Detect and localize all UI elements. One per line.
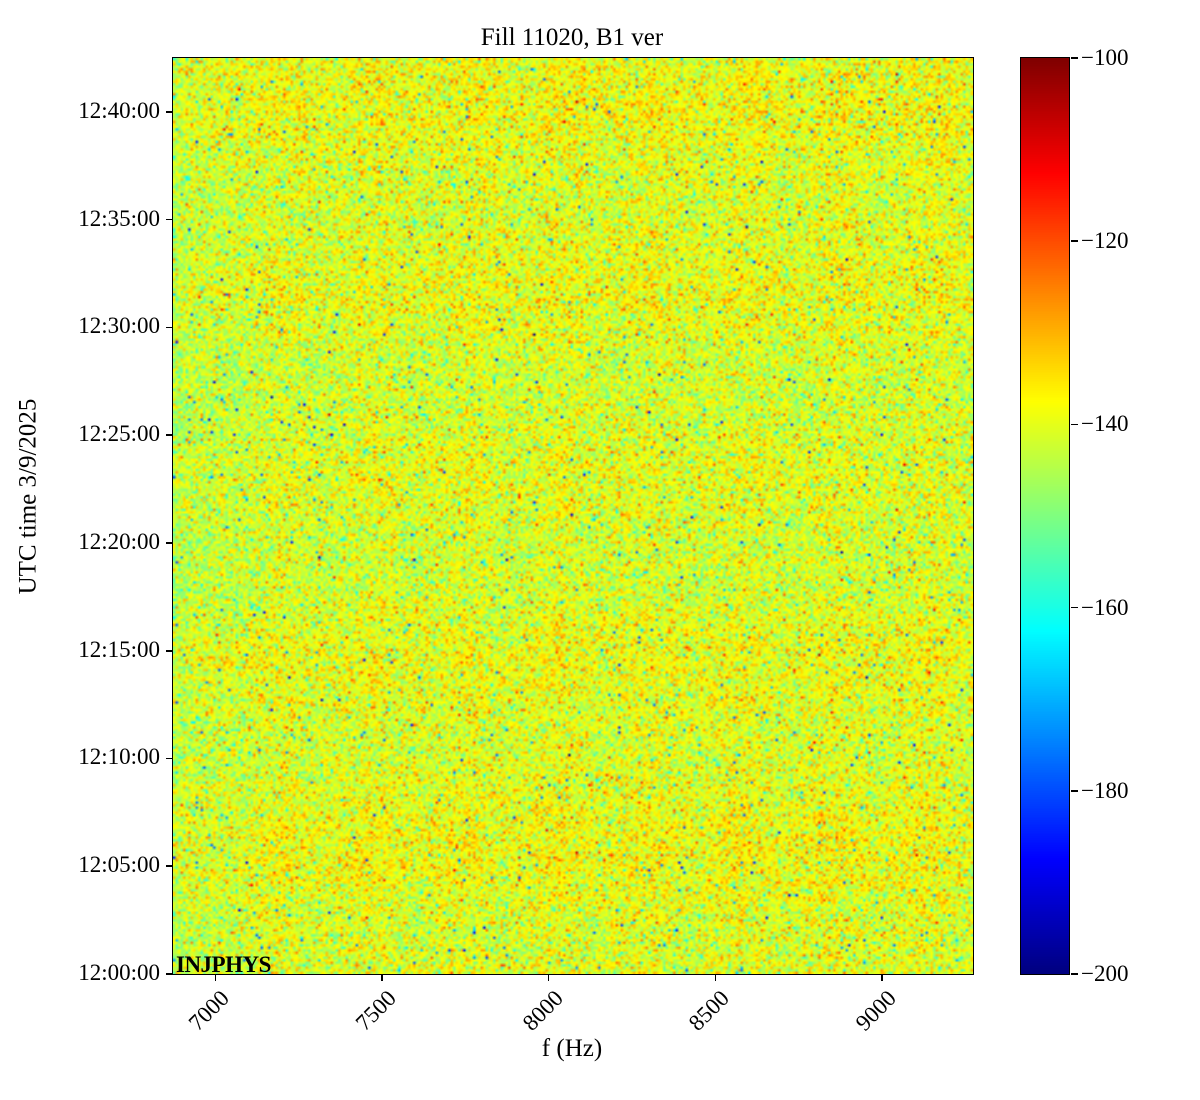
y-axis-tick-mark: [166, 757, 173, 760]
colorbar-tick-mark: [1070, 606, 1078, 609]
y-axis-tick-label: 12:05:00: [78, 852, 160, 878]
heatmap-image: [173, 58, 973, 974]
colorbar-tick-label: −120: [1081, 228, 1129, 254]
colorbar-tick-mark: [1070, 423, 1078, 426]
colorbar-tick-mark: [1070, 790, 1078, 792]
colorbar-gradient: [1021, 58, 1069, 974]
colorbar-tick-label: −160: [1081, 594, 1129, 620]
colorbar-tick-mark: [1070, 57, 1078, 59]
x-axis-tick-mark: [214, 974, 217, 981]
y-axis-tick-mark: [166, 434, 173, 436]
x-axis-label: f (Hz): [541, 1035, 603, 1062]
y-axis-tick-label: 12:20:00: [78, 528, 160, 554]
y-axis-tick-label: 12:25:00: [78, 421, 160, 447]
colorbar-tick-label: −140: [1081, 411, 1129, 437]
page-title: Fill 11020, B1 ver: [480, 24, 664, 51]
x-axis-tick-mark: [547, 974, 550, 981]
y-axis-tick-mark: [166, 865, 173, 868]
y-axis-tick-mark: [166, 542, 173, 544]
y-axis-ticks: 12:00:00 12:05:00 12:10:00 12:15:00 12:20:00…: [0, 0, 160, 1100]
x-axis-tick-mark: [881, 974, 883, 981]
y-axis-tick-label: 12:15:00: [78, 636, 160, 662]
y-axis-tick-mark: [166, 111, 173, 113]
x-axis-tick-mark: [714, 974, 717, 981]
y-axis-tick-label: 12:10:00: [78, 744, 160, 770]
y-axis-tick-mark: [166, 218, 173, 221]
y-axis-tick-label: 12:30:00: [78, 313, 160, 339]
y-axis-tick-label: 12:40:00: [78, 97, 160, 123]
y-axis-tick-label: 12:00:00: [78, 960, 160, 985]
colorbar-tick-label: −180: [1081, 777, 1129, 803]
y-axis-tick-label: 12:35:00: [78, 205, 160, 231]
y-axis-tick-mark: [166, 973, 173, 975]
colorbar-tick-mark: [1070, 240, 1078, 242]
y-axis-tick-mark: [166, 326, 173, 329]
heatmap-plot-area[interactable]: INJPHYS: [166, 57, 974, 977]
x-axis-tick-mark: [381, 974, 383, 981]
y-axis-tick-mark: [166, 649, 173, 652]
plot-annotation-label: INJPHYS: [176, 952, 271, 977]
colorbar-tick-label: −200: [1081, 961, 1129, 986]
colorbar-tick-label: −100: [1081, 45, 1129, 70]
colorbar[interactable]: −100 −120 −140 −160 −180 −200: [1020, 46, 1128, 985]
colorbar-tick-mark: [1070, 973, 1078, 975]
